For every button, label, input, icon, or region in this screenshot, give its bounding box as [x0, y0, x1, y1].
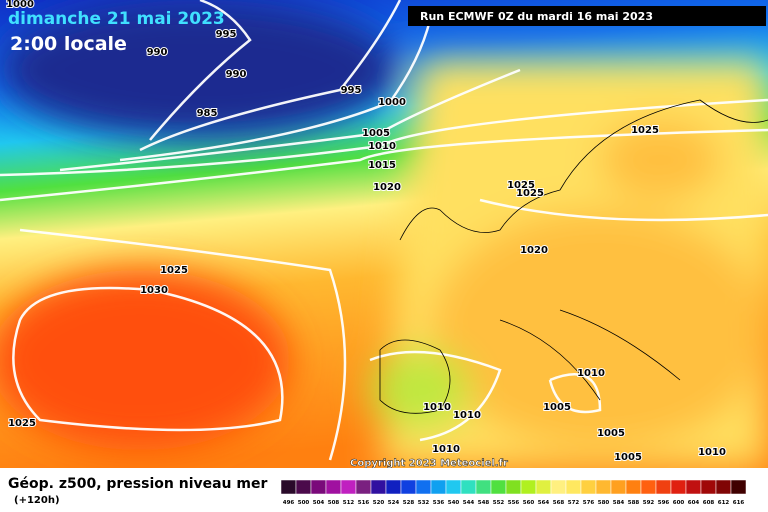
colorbar-swatch — [700, 479, 717, 495]
colorbar-swatch — [595, 479, 612, 495]
isobar-label: 1010 — [368, 141, 396, 152]
isobar-label: 1000 — [378, 97, 406, 108]
colorbar-swatch — [295, 479, 312, 495]
isobar-label: 1025 — [8, 418, 36, 429]
isobar-label: 1025 — [516, 188, 544, 199]
isobar-label: 995 — [341, 85, 362, 96]
colorbar-label: 580 — [598, 500, 610, 506]
colorbar-label: 616 — [733, 500, 745, 506]
colorbar-label: 524 — [388, 500, 400, 506]
colorbar-swatch — [730, 479, 747, 495]
isobar-label: 1005 — [543, 402, 571, 413]
colorbar-label: 508 — [328, 500, 340, 506]
isobar-label: 1020 — [520, 245, 548, 256]
colorbar-label: 604 — [688, 500, 700, 506]
colorbar-swatch — [625, 479, 642, 495]
colorbar-swatch — [400, 479, 417, 495]
isobar-label: 1010 — [698, 447, 726, 458]
isobar-label: 1010 — [432, 444, 460, 455]
colorbar-swatch — [325, 479, 342, 495]
colorbar-swatch — [370, 479, 387, 495]
colorbar-label: 612 — [718, 500, 730, 506]
map-subtitle: 2:00 locale — [10, 33, 127, 55]
colorbar-swatch — [670, 479, 687, 495]
colorbar-label: 536 — [433, 500, 445, 506]
isobar-label: 1025 — [507, 180, 535, 191]
isobar-label: 1005 — [362, 128, 390, 139]
colorbar-label: 576 — [583, 500, 595, 506]
colorbar-swatch — [655, 479, 672, 495]
colorbar-swatch — [565, 479, 582, 495]
isobar-label: 1030 — [140, 285, 168, 296]
colorbar-label: 600 — [673, 500, 685, 506]
colorbar-swatch — [385, 479, 402, 495]
colorbar-swatch — [430, 479, 447, 495]
colorbar-label: 528 — [403, 500, 415, 506]
colorbar-label: 516 — [358, 500, 370, 506]
copyright: Copyright 2023 Meteociel.fr — [350, 458, 508, 469]
colorbar-swatch — [490, 479, 507, 495]
colorbar-label: 496 — [283, 500, 295, 506]
isobar-label: 1000 — [6, 0, 34, 10]
isobar-label: 1025 — [160, 265, 188, 276]
colorbar-label: 592 — [643, 500, 655, 506]
field-shading — [0, 0, 768, 468]
run-banner — [408, 6, 766, 26]
run-label: Run ECMWF 0Z du mardi 16 mai 2023 — [420, 10, 653, 23]
map-title: dimanche 21 mai 2023 — [8, 9, 225, 29]
isobar-label: 990 — [226, 69, 247, 80]
isobar-label: 1020 — [373, 182, 401, 193]
colorbar-label: 572 — [568, 500, 580, 506]
isobar-label: 995 — [216, 29, 237, 40]
colorbar-label: 532 — [418, 500, 430, 506]
colorbar-label: 584 — [613, 500, 625, 506]
colorbar-swatch — [340, 479, 357, 495]
isobar-label: 1010 — [577, 368, 605, 379]
colorbar-label: 540 — [448, 500, 460, 506]
colorbar-label: 552 — [493, 500, 505, 506]
isobar-label: 1005 — [614, 452, 642, 463]
colorbar-swatch — [640, 479, 657, 495]
colorbar-swatch — [415, 479, 432, 495]
colorbar-label: 544 — [463, 500, 475, 506]
isobar-label: 1005 — [597, 428, 625, 439]
colorbar-swatch — [520, 479, 537, 495]
colorbar-swatch — [475, 479, 492, 495]
colorbar-label: 520 — [373, 500, 385, 506]
colorbar-swatch — [715, 479, 732, 495]
colorbar-label: 608 — [703, 500, 715, 506]
colorbar-label: 564 — [538, 500, 550, 506]
colorbar-label: 504 — [313, 500, 325, 506]
isobar-label: 1010 — [453, 410, 481, 421]
colorbar-swatch — [355, 479, 372, 495]
colorbar-label: 596 — [658, 500, 670, 506]
colorbar-swatch — [535, 479, 552, 495]
colorbar-label: 588 — [628, 500, 640, 506]
colorbar-swatch — [445, 479, 462, 495]
colorbar-swatch — [460, 479, 477, 495]
isobar-label: 1015 — [368, 160, 396, 171]
colorbar-label: 556 — [508, 500, 520, 506]
colorbar-label: 500 — [298, 500, 310, 506]
isobar-label: 985 — [197, 108, 218, 119]
colorbar-label: 568 — [553, 500, 565, 506]
coastlines — [379, 99, 768, 414]
isobar-label: 1010 — [423, 402, 451, 413]
colorbar-label: 548 — [478, 500, 490, 506]
colorbar-swatch — [685, 479, 702, 495]
colorbar-swatch — [310, 479, 327, 495]
isobar-label: 990 — [147, 47, 168, 58]
footer-lead: (+120h) — [14, 495, 60, 506]
colorbar-label: 560 — [523, 500, 535, 506]
colorbar-swatch — [280, 479, 297, 495]
colorbar-swatch — [610, 479, 627, 495]
footer-title: Géop. z500, pression niveau mer — [8, 476, 267, 492]
isobar-label: 1025 — [631, 125, 659, 136]
isobars — [0, 0, 768, 460]
colorbar-swatch — [550, 479, 567, 495]
colorbar-label: 512 — [343, 500, 355, 506]
colorbar-swatch — [505, 479, 522, 495]
colorbar-swatch — [580, 479, 597, 495]
